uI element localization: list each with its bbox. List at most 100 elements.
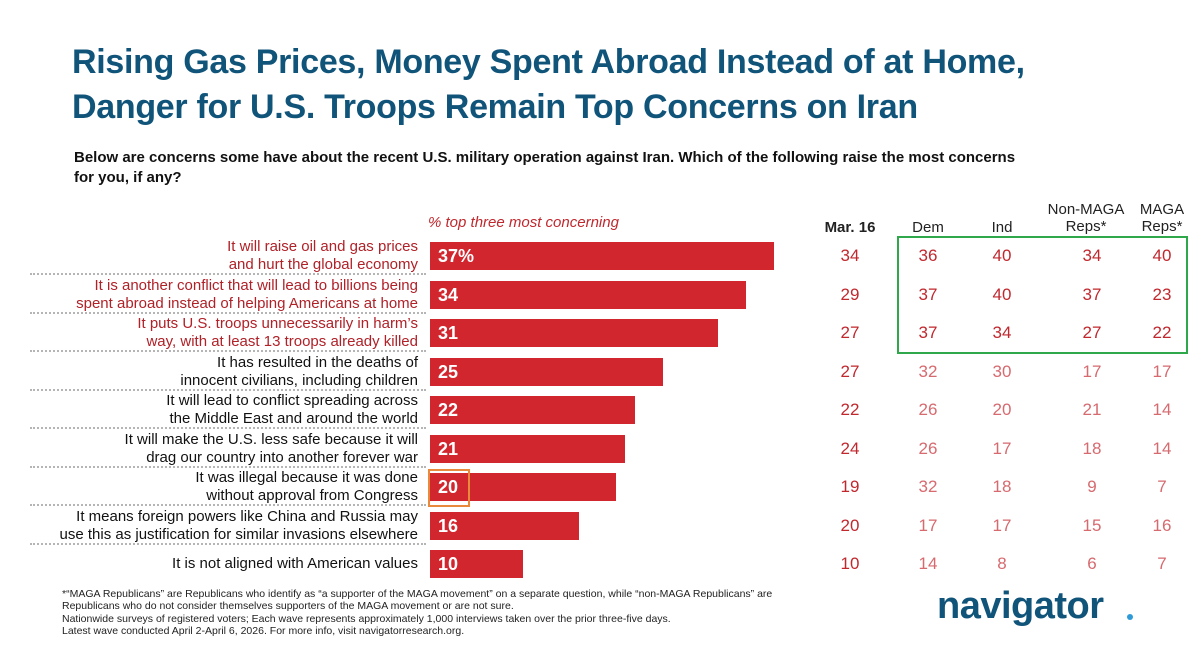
table-cell: 34 (840, 246, 860, 265)
table-cell: 22 (1152, 323, 1172, 342)
bar (430, 396, 635, 424)
value-axis-label: % top three most concerning (428, 214, 619, 231)
bar (430, 280, 747, 309)
table-cell: 7 (1157, 477, 1167, 496)
category-label: It is another conflict that will lead to… (30, 277, 418, 313)
table-cell: 22 (840, 400, 860, 419)
logo-dot (1127, 614, 1133, 620)
category-label-line: without approval from Congress (206, 487, 418, 504)
column-header-mar16: Mar. 16 (824, 219, 876, 236)
row-separator (30, 465, 426, 468)
bar (430, 319, 719, 347)
category-label: It is not aligned with American values (30, 555, 418, 573)
question-line-1: Below are concerns some have about the r… (74, 149, 1016, 166)
table-cell: 32 (918, 361, 938, 381)
table-cell: 14 (918, 554, 938, 573)
category-label-line: It will raise oil and gas prices (227, 238, 418, 255)
table-cell: 10 (840, 554, 860, 573)
table-cell: 29 (840, 284, 860, 304)
table-cell: 19 (840, 477, 860, 496)
bar-value-label: 10 (438, 554, 459, 574)
table-cell: 17 (1152, 361, 1172, 381)
bar (430, 434, 626, 463)
footnote-line-4: Latest wave conducted April 2-April 6, 2… (62, 625, 465, 638)
table-cell: 30 (992, 361, 1012, 381)
bar-value-label: 34 (438, 284, 459, 305)
table-cell: 27 (1082, 323, 1102, 342)
table-cell: 26 (918, 400, 938, 419)
footnote-line-3: Nationwide surveys of registered voters;… (62, 612, 671, 625)
category-label-line: use this as justification for similar in… (59, 525, 418, 543)
table-cell: 37 (918, 284, 938, 304)
table-cell: 17 (918, 515, 938, 535)
table-cell: 8 (997, 554, 1007, 573)
chart-title: Rising Gas Prices, Money Spent Abroad In… (72, 40, 1182, 130)
column-header-maga-line2: Reps* (1141, 218, 1183, 235)
table-cell: 40 (992, 284, 1012, 304)
column-header-maga-line1: MAGA (1139, 201, 1185, 218)
table-cell: 17 (992, 438, 1012, 458)
table-cell: 27 (840, 361, 860, 381)
category-label: It will make the U.S. less safe because … (30, 431, 418, 467)
table-cell: 6 (1087, 554, 1097, 573)
category-label-line: spent abroad instead of helping American… (76, 294, 418, 312)
bar-value-label: 16 (438, 515, 459, 536)
category-label: It means foreign powers like China and R… (30, 508, 418, 544)
row-separator (30, 388, 426, 391)
footnotes: *“MAGA Republicans” are Republicans who … (62, 588, 882, 638)
table-cell: 32 (918, 477, 938, 496)
category-label-line: It is not aligned with American values (172, 555, 418, 572)
bar-value-label: 22 (438, 400, 459, 420)
row-separator (30, 311, 426, 314)
table-cell: 34 (1082, 246, 1102, 265)
category-label: It puts U.S. troops unnecessarily in har… (30, 315, 418, 351)
bar-value-label: 20 (438, 477, 459, 497)
bar-value-label: 21 (438, 438, 459, 459)
bar (430, 242, 775, 270)
column-header-nonmaga: Non-MAGA Reps* (1040, 201, 1132, 235)
callout-box (428, 469, 470, 507)
table-cell: 37 (1082, 284, 1102, 304)
table-cell: 18 (992, 477, 1012, 496)
category-label-line: It was illegal because it was done (195, 469, 418, 486)
category-label-line: the Middle East and around the world (169, 410, 419, 427)
table-cell: 17 (992, 515, 1012, 535)
category-label-line: drag our country into another forever wa… (146, 448, 418, 466)
table-cell: 37 (918, 323, 938, 342)
column-header-dem: Dem (912, 219, 944, 236)
navigator-logo: navigator (937, 585, 1104, 627)
table-cell: 40 (1152, 246, 1172, 265)
table-cell: 40 (992, 246, 1012, 265)
bar-value-label: 37% (438, 246, 475, 266)
row-separator (30, 350, 426, 352)
question-line-2: for you, if any? (74, 169, 182, 186)
column-header-ind: Ind (991, 219, 1013, 236)
table-cell: 36 (918, 246, 938, 265)
category-label: It will lead to conflict spreading acros… (30, 392, 418, 428)
table-cell: 27 (840, 323, 860, 342)
table-cell: 17 (1082, 361, 1102, 381)
table-cell: 18 (1082, 438, 1102, 458)
table-cell: 20 (840, 515, 860, 535)
table-cell: 16 (1152, 515, 1172, 535)
table-cell: 26 (918, 438, 938, 458)
category-label-line: It puts U.S. troops unnecessarily in har… (137, 315, 418, 332)
category-label-line: innocent civilians, including children (180, 371, 418, 389)
table-cell: 20 (992, 400, 1012, 419)
category-label: It was illegal because it was done withou… (30, 469, 418, 505)
column-header-maga: MAGA Reps* (1122, 201, 1200, 235)
category-label-line: and hurt the global economy (228, 256, 418, 273)
table-cell: 21 (1082, 400, 1102, 419)
footnote-line-2: Republicans who do not consider themselv… (62, 600, 514, 613)
table-cell: 15 (1082, 515, 1102, 535)
title-line-2: Danger for U.S. Troops Remain Top Concer… (72, 88, 918, 126)
category-label-line: It will lead to conflict spreading acros… (166, 392, 418, 409)
table-cell: 7 (1157, 554, 1167, 573)
table-cell: 14 (1152, 400, 1172, 419)
table-cell: 34 (992, 323, 1012, 342)
bar-value-label: 25 (438, 361, 459, 382)
table-cell: 9 (1087, 477, 1097, 496)
column-header-nonmaga-line2: Reps* (1065, 218, 1107, 235)
category-label: It will raise oil and gas prices and hurt… (30, 238, 418, 274)
category-label-line: It is another conflict that will lead to… (94, 276, 418, 294)
